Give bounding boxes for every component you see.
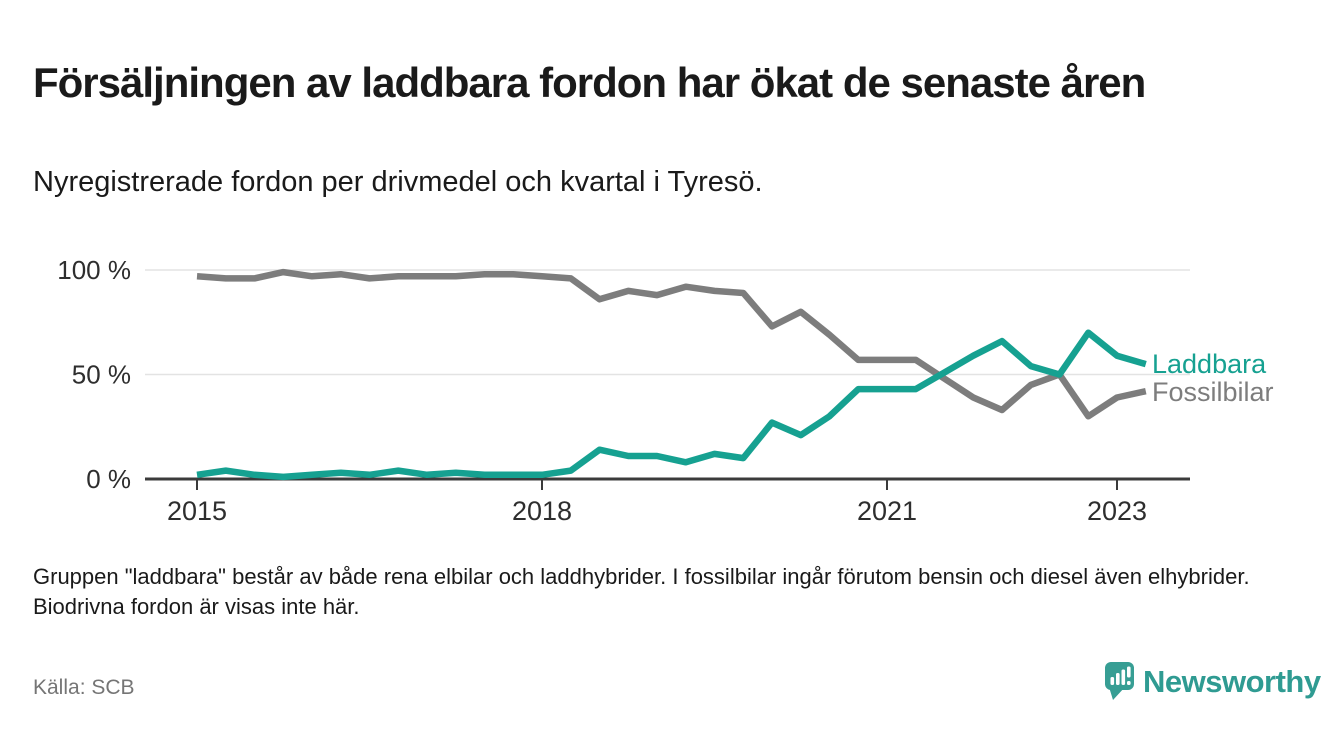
chart-subtitle: Nyregistrerade fordon per drivmedel och … xyxy=(33,166,763,198)
line-laddbara xyxy=(196,329,1147,481)
newsworthy-pin-icon xyxy=(1105,662,1134,700)
x-tick-label-2021: 2021 xyxy=(857,496,917,526)
series-label-laddbara: Laddbara xyxy=(1152,349,1267,379)
x-tick-label-2023: 2023 xyxy=(1087,496,1147,526)
source-text: Källa: SCB xyxy=(33,676,135,699)
series-label-fossilbilar: Fossilbilar xyxy=(1152,377,1274,407)
page-title: Försäljningen av laddbara fordon har öka… xyxy=(33,59,1146,107)
chart-footnote: Gruppen "laddbara" består av både rena e… xyxy=(33,564,1250,619)
y-tick-label-0: 0 % xyxy=(86,464,131,494)
newsworthy-logo: Newsworthy xyxy=(1105,662,1322,700)
x-tick-label-2015: 2015 xyxy=(167,496,227,526)
line-chart: 100 % 50 % 0 % 2015 2018 2021 2023 Laddb… xyxy=(57,255,1274,526)
y-tick-label-50: 50 % xyxy=(72,360,131,390)
y-tick-label-100: 100 % xyxy=(57,255,131,285)
newsworthy-logo-text: Newsworthy xyxy=(1143,664,1322,699)
line-fossilbilar xyxy=(196,268,1147,420)
x-tick-label-2018: 2018 xyxy=(512,496,572,526)
